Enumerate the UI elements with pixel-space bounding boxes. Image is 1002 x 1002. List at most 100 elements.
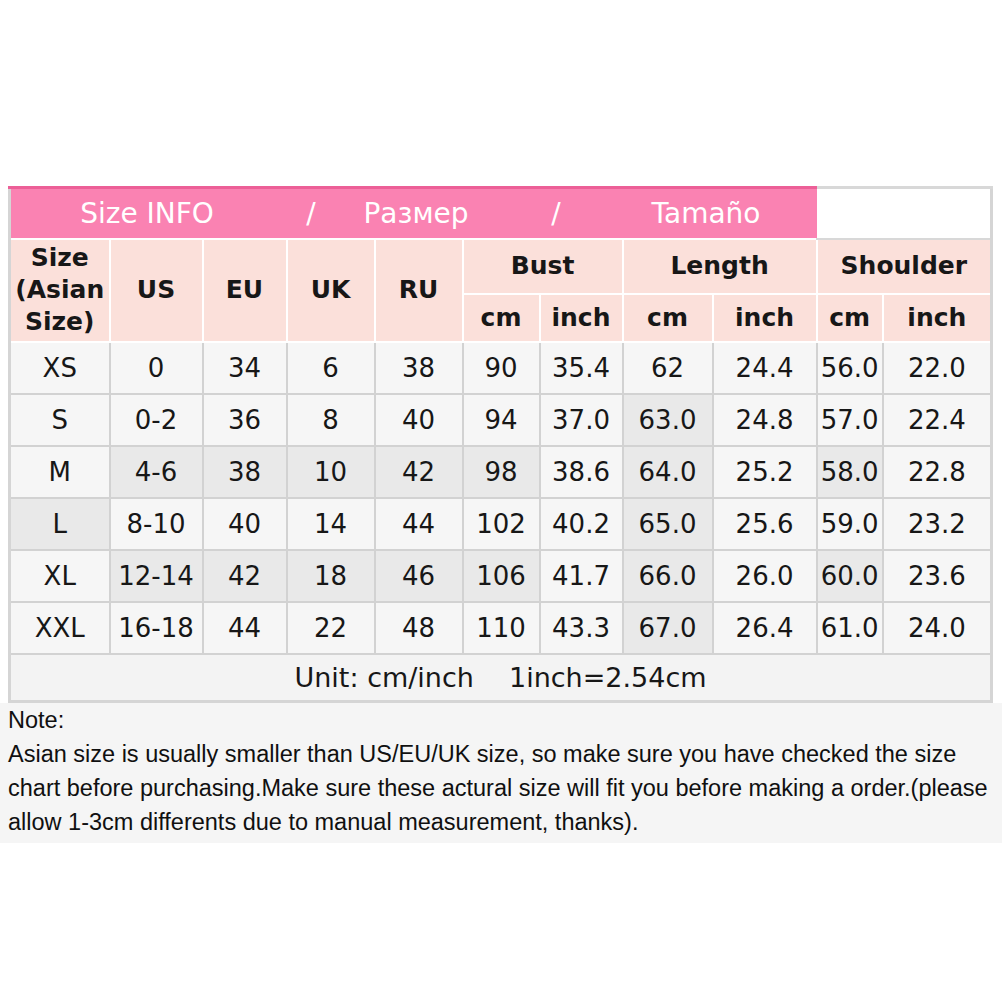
data-cell: 23.6 <box>883 550 992 602</box>
data-cell: 40 <box>203 498 287 550</box>
data-cell: 18 <box>287 550 375 602</box>
shoulder-group-header: Shoulder <box>817 239 992 294</box>
bust-group-header: Bust <box>463 239 623 294</box>
length-group-header: Length <box>623 239 817 294</box>
data-cell: 110 <box>463 602 540 654</box>
note-section: Note: Asian size is usually smaller than… <box>0 703 1002 843</box>
data-cell: 61.0 <box>817 602 883 654</box>
data-cell: 36 <box>203 394 287 446</box>
data-cell: 62 <box>623 342 713 394</box>
data-cell: 38 <box>203 446 287 498</box>
table-row-xs: XS 0 34 6 38 90 35.4 62 24.4 56.0 22.0 <box>10 342 992 394</box>
data-cell: 16-18 <box>110 602 203 654</box>
data-cell: 56.0 <box>817 342 883 394</box>
size-cell: M <box>10 446 110 498</box>
data-cell: 102 <box>463 498 540 550</box>
unit-note-row: Unit: cm/inch 1inch=2.54cm <box>10 654 992 702</box>
data-cell: 59.0 <box>817 498 883 550</box>
data-cell: 41.7 <box>540 550 623 602</box>
data-cell: 48 <box>375 602 463 654</box>
data-cell: 6 <box>287 342 375 394</box>
title-row: Size INFO / Размер / Tamaño <box>10 188 992 239</box>
shoulder-inch-header: inch <box>883 294 992 342</box>
data-cell: 37.0 <box>540 394 623 446</box>
data-cell: 23.2 <box>883 498 992 550</box>
data-cell: 22 <box>287 602 375 654</box>
shoulder-cm-header: cm <box>817 294 883 342</box>
title-size-info: Size INFO <box>80 197 214 230</box>
data-cell: 65.0 <box>623 498 713 550</box>
data-cell: 46 <box>375 550 463 602</box>
data-cell: 8-10 <box>110 498 203 550</box>
data-cell: 57.0 <box>817 394 883 446</box>
size-column-header: Size (Asian Size) <box>10 239 110 342</box>
data-cell: 98 <box>463 446 540 498</box>
corner-blank-cell <box>817 188 992 239</box>
data-cell: 26.0 <box>713 550 817 602</box>
table-row-s: S 0-2 36 8 40 94 37.0 63.0 24.8 57.0 22.… <box>10 394 992 446</box>
data-cell: 90 <box>463 342 540 394</box>
size-cell: S <box>10 394 110 446</box>
title-separator: / <box>551 197 560 230</box>
data-cell: 40.2 <box>540 498 623 550</box>
bust-cm-header: cm <box>463 294 540 342</box>
note-label: Note: <box>8 703 994 737</box>
data-cell: 66.0 <box>623 550 713 602</box>
length-inch-header: inch <box>713 294 817 342</box>
table-row-l: L 8-10 40 14 44 102 40.2 65.0 25.6 59.0 … <box>10 498 992 550</box>
uk-column-header: UK <box>287 239 375 342</box>
size-cell: L <box>10 498 110 550</box>
data-cell: 24.8 <box>713 394 817 446</box>
table-row-xl: XL 12-14 42 18 46 106 41.7 66.0 26.0 60.… <box>10 550 992 602</box>
data-cell: 63.0 <box>623 394 713 446</box>
unit-note-left: Unit: cm/inch <box>294 662 473 693</box>
data-cell: 42 <box>375 446 463 498</box>
data-cell: 24.4 <box>713 342 817 394</box>
data-cell: 25.2 <box>713 446 817 498</box>
bust-inch-header: inch <box>540 294 623 342</box>
table-row-m: M 4-6 38 10 42 98 38.6 64.0 25.2 58.0 22… <box>10 446 992 498</box>
data-cell: 22.4 <box>883 394 992 446</box>
data-cell: 44 <box>375 498 463 550</box>
data-cell: 14 <box>287 498 375 550</box>
us-column-header: US <box>110 239 203 342</box>
data-cell: 67.0 <box>623 602 713 654</box>
data-cell: 60.0 <box>817 550 883 602</box>
title-banner: Size INFO / Размер / Tamaño <box>10 188 817 239</box>
length-cm-header: cm <box>623 294 713 342</box>
size-chart-table: Size INFO / Размер / Tamaño Size (Asian … <box>8 186 993 703</box>
title-tamano: Tamaño <box>652 197 761 230</box>
data-cell: 58.0 <box>817 446 883 498</box>
data-cell: 22.8 <box>883 446 992 498</box>
title-separator: / <box>306 197 315 230</box>
data-cell: 0 <box>110 342 203 394</box>
data-cell: 12-14 <box>110 550 203 602</box>
title-razmer: Размер <box>363 197 468 230</box>
data-cell: 42 <box>203 550 287 602</box>
eu-column-header: EU <box>203 239 287 342</box>
data-cell: 38.6 <box>540 446 623 498</box>
data-cell: 44 <box>203 602 287 654</box>
data-cell: 4-6 <box>110 446 203 498</box>
data-cell: 35.4 <box>540 342 623 394</box>
data-cell: 94 <box>463 394 540 446</box>
unit-note-cell: Unit: cm/inch 1inch=2.54cm <box>10 654 992 702</box>
data-cell: 38 <box>375 342 463 394</box>
data-cell: 25.6 <box>713 498 817 550</box>
data-cell: 64.0 <box>623 446 713 498</box>
ru-column-header: RU <box>375 239 463 342</box>
unit-note-right: 1inch=2.54cm <box>509 662 707 693</box>
data-cell: 24.0 <box>883 602 992 654</box>
size-cell: XS <box>10 342 110 394</box>
data-cell: 8 <box>287 394 375 446</box>
size-cell: XXL <box>10 602 110 654</box>
data-cell: 34 <box>203 342 287 394</box>
data-cell: 40 <box>375 394 463 446</box>
data-cell: 22.0 <box>883 342 992 394</box>
size-chart-sheet: Size INFO / Размер / Tamaño Size (Asian … <box>0 0 1002 1002</box>
data-cell: 106 <box>463 550 540 602</box>
data-cell: 43.3 <box>540 602 623 654</box>
size-cell: XL <box>10 550 110 602</box>
table-row-xxl: XXL 16-18 44 22 48 110 43.3 67.0 26.4 61… <box>10 602 992 654</box>
group-header-row: Size (Asian Size) US EU UK RU Bust Lengt… <box>10 239 992 294</box>
